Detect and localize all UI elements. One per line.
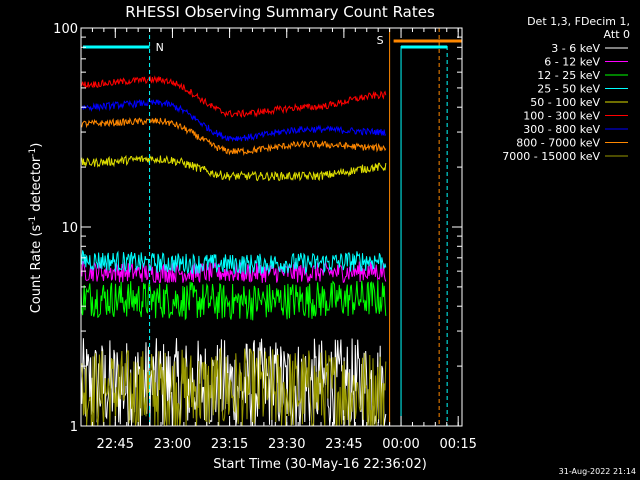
x-tick-label-0: 22:45 (97, 437, 134, 452)
legend-entry-1: 6 - 12 keV (544, 56, 600, 69)
y-axis-label: Count Rate (s-1 detector-1) (28, 143, 44, 314)
x-axis-label: Start Time (30-May-16 22:36:02) (213, 457, 427, 472)
y-label-mid: detector (29, 156, 44, 216)
series-line-2 (80, 280, 387, 321)
x-tick-label-3: 23:30 (268, 437, 305, 452)
y-tick-label-0: 1 (70, 420, 78, 435)
y-label-sup1: -1 (28, 216, 38, 225)
chart-title: RHESSI Observing Summary Count Rates (125, 3, 435, 21)
series-line-8 (80, 347, 387, 427)
y-label-main: Count Rate (s (29, 225, 44, 314)
legend-entry-7: 800 - 7000 keV (516, 137, 600, 150)
legend-entry-5: 100 - 300 keV (523, 110, 600, 123)
legend-entry-6: 300 - 800 keV (523, 123, 600, 136)
annotation-layer: NS (83, 28, 462, 426)
y-tick-label-2: 100 (53, 22, 78, 37)
legend-entry-2: 12 - 25 keV (537, 69, 600, 82)
series-line-4 (80, 154, 387, 182)
x-tick-label-1: 23:00 (154, 437, 191, 452)
x-tick-label-5: 00:00 (382, 437, 419, 452)
y-label-end: ) (29, 143, 44, 148)
legend-entry-0: 3 - 6 keV (551, 42, 600, 55)
y-label-sup2: -1 (28, 148, 38, 157)
legend-entry-4: 50 - 100 keV (530, 96, 600, 109)
series-line-1 (80, 260, 387, 284)
legend-header-2: Att 0 (604, 28, 630, 41)
series-layer (80, 75, 387, 427)
footer-date: 31-Aug-2022 21:14 (559, 467, 636, 476)
legend-entry-3: 25 - 50 keV (537, 83, 600, 96)
saa-label: S (377, 34, 384, 47)
series-line-7 (80, 117, 387, 156)
series-line-5 (80, 75, 387, 118)
series-line-3 (80, 250, 387, 275)
y-tick-label-1: 10 (61, 221, 78, 236)
legend-header-1: Det 1,3, FDecim 1, (527, 15, 630, 28)
series-line-6 (80, 98, 387, 142)
legend-entry-8: 7000 - 15000 keV (502, 150, 600, 163)
axis-ticks: 1 10 100 22:45 23:00 23:15 23:30 23:45 00:00 00:1… (53, 22, 477, 452)
x-tick-label-4: 23:45 (325, 437, 362, 452)
x-tick-label-2: 23:15 (211, 437, 248, 452)
x-tick-label-6: 00:15 (439, 437, 476, 452)
night-label: N (156, 41, 164, 54)
